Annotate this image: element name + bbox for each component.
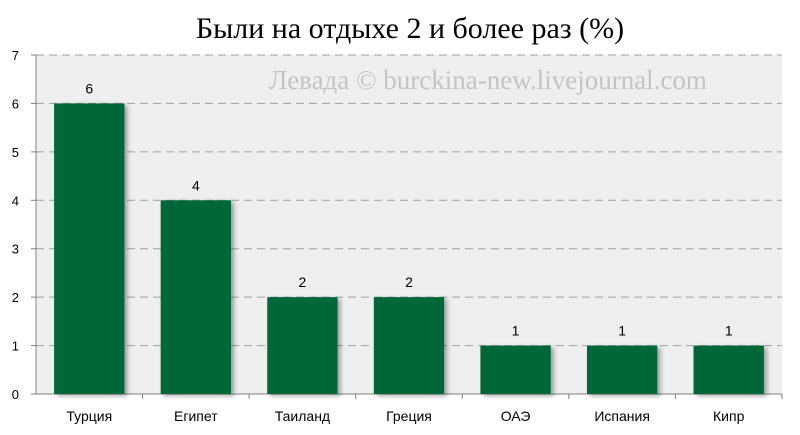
x-tick-label: Турция (66, 408, 112, 424)
x-tick-label: Египет (174, 408, 218, 424)
bar (160, 200, 232, 394)
data-label: 4 (192, 177, 200, 193)
y-tick-label: 4 (12, 193, 19, 208)
y-tick-label: 1 (12, 339, 19, 354)
y-tick-label: 0 (12, 387, 19, 402)
x-tick-label: Испания (594, 408, 650, 424)
bar (54, 103, 125, 394)
x-tick-label: Таиланд (275, 408, 330, 424)
y-tick-label: 5 (12, 145, 19, 160)
data-label: 2 (405, 274, 413, 290)
data-label: 2 (299, 274, 307, 290)
bar (586, 345, 658, 394)
watermark-text: Левада © burckina-new.livejournal.com (269, 65, 707, 95)
y-tick-label: 7 (12, 48, 19, 63)
chart-title: Были на отдыхе 2 и более раз (%) (196, 12, 624, 45)
data-label: 1 (725, 323, 733, 339)
y-tick-label: 6 (12, 96, 19, 111)
data-label: 6 (85, 80, 93, 96)
bar (267, 297, 338, 394)
x-tick-label: Кипр (713, 408, 745, 424)
bar (373, 297, 445, 394)
data-label: 1 (512, 323, 520, 339)
x-tick-label: ОАЭ (501, 408, 531, 424)
bars (54, 103, 764, 394)
data-label: 1 (618, 323, 626, 339)
labels: 0 1 2 3 4 5 6 7 Турция 6 Египет 4 Таиланд 2 Греция 2 ОАЭ… (12, 48, 745, 424)
bar (693, 345, 764, 394)
y-tick-label: 2 (12, 290, 19, 305)
y-tick-label: 3 (12, 242, 19, 257)
bar (480, 345, 551, 394)
x-tick-label: Греция (386, 408, 432, 424)
gridlines (36, 54, 782, 347)
